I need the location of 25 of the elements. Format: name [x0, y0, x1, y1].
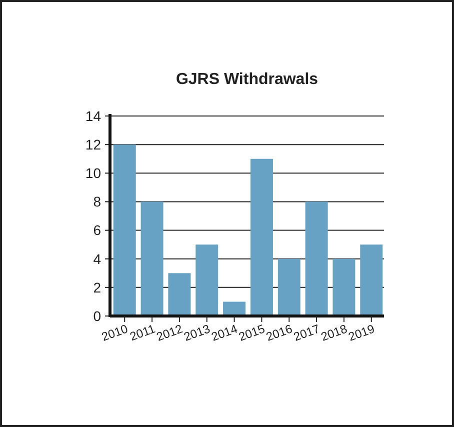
y-tick-label: 2 [93, 279, 102, 296]
bar [332, 258, 356, 316]
bar [196, 244, 218, 316]
bar [305, 202, 328, 316]
y-tick-label: 0 [93, 308, 102, 324]
bar [140, 202, 164, 316]
x-tick-label: 2019 [346, 322, 377, 344]
x-tick-label: 2011 [128, 322, 158, 344]
bar [168, 273, 191, 316]
bar [360, 244, 383, 316]
y-tick-label: 12 [85, 136, 102, 152]
bar [278, 258, 300, 316]
y-tick-label: 14 [85, 108, 102, 124]
x-tick-label: 2010 [100, 322, 130, 344]
x-tick-label: 2018 [319, 322, 350, 344]
bar [113, 144, 136, 316]
x-tick-label: 2012 [154, 322, 185, 344]
y-tick-label: 4 [93, 250, 102, 267]
bar [250, 158, 273, 316]
y-tick-label: 10 [85, 165, 102, 182]
y-tick-label: 8 [93, 194, 102, 210]
chart-title: GJRS Withdrawals [176, 71, 318, 88]
x-tick-label: 2017 [292, 322, 322, 344]
bar [223, 302, 246, 316]
y-tick-label: 6 [93, 222, 102, 238]
